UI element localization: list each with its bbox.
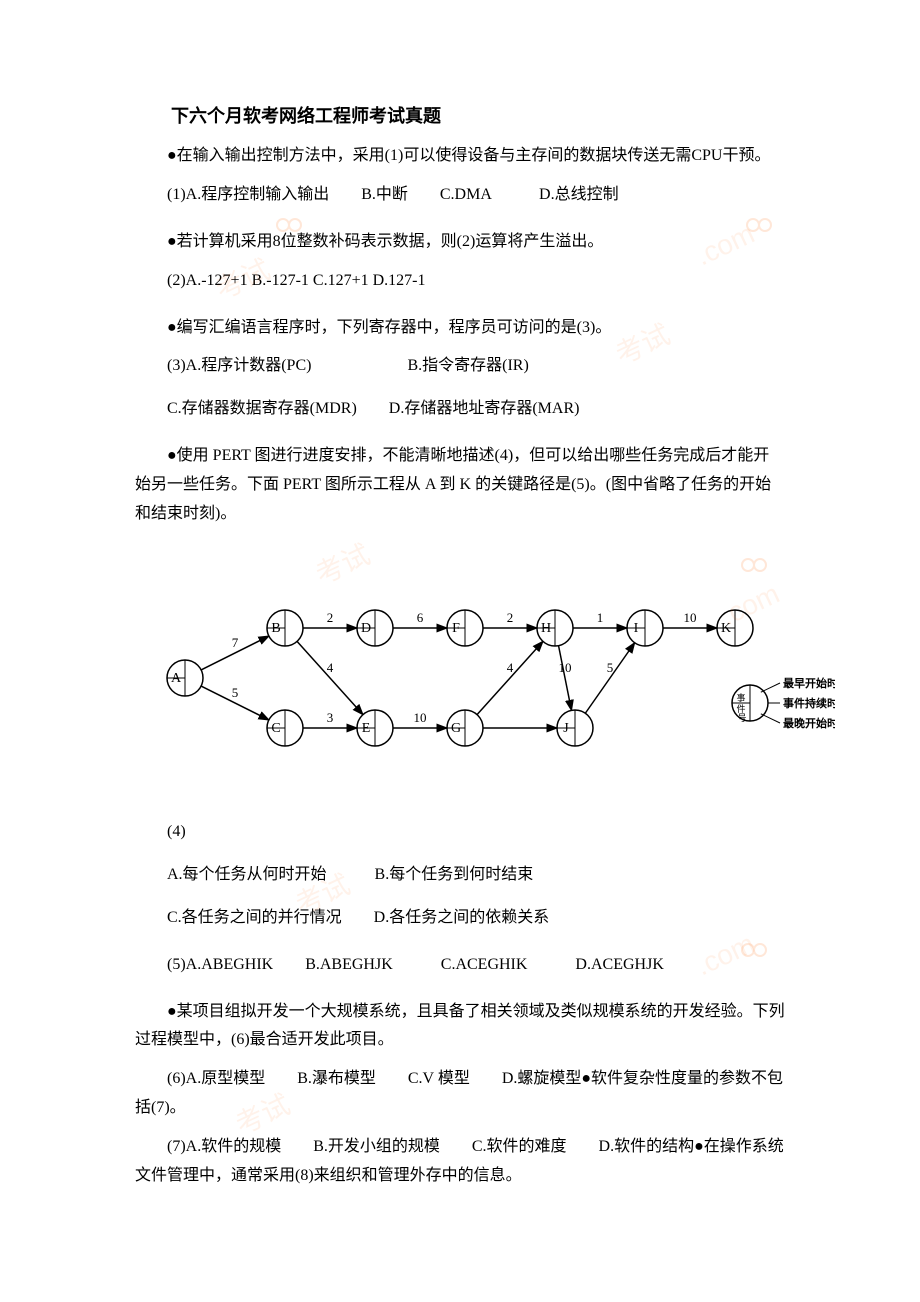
svg-text:4: 4 xyxy=(507,660,514,675)
q4-label: (4) xyxy=(135,818,785,847)
q5-options: (5)A.ABEGHIK B.ABEGHJK C.ACEGHIK D.ACEGH… xyxy=(135,951,785,980)
q3-options-line1: (3)A.程序计数器(PC) B.指令寄存器(IR) xyxy=(135,352,785,381)
svg-text:C: C xyxy=(271,721,280,736)
svg-text:H: H xyxy=(541,621,551,636)
q6-intro: ●某项目组拟开发一个大规模系统，且具备了相关领域及类似规模系统的开发经验。下列过… xyxy=(135,998,785,1056)
svg-text:D: D xyxy=(361,621,371,636)
svg-text:最晚开始时刻: 最晚开始时刻 xyxy=(783,716,835,730)
svg-text:10: 10 xyxy=(684,610,697,625)
q3-intro: ●编写汇编语言程序时，下列寄存器中，程序员可访问的是(3)。 xyxy=(135,314,785,343)
svg-text:B: B xyxy=(271,621,280,636)
svg-text:G: G xyxy=(451,721,461,736)
q3-options-line2: C.存储器数据寄存器(MDR) D.存储器地址寄存器(MAR) xyxy=(135,395,785,424)
svg-text:1: 1 xyxy=(597,610,604,625)
svg-text:事件持续时间: 事件持续时间 xyxy=(783,696,835,710)
page-title: 下六个月软考网络工程师考试真题 xyxy=(135,100,785,132)
svg-text:A: A xyxy=(171,671,182,686)
q2-intro: ●若计算机采用8位整数补码表示数据，则(2)运算将产生溢出。 xyxy=(135,228,785,257)
svg-text:7: 7 xyxy=(232,635,239,650)
svg-text:5: 5 xyxy=(607,660,614,675)
svg-text:2: 2 xyxy=(507,610,514,625)
q4-options-line1: A.每个任务从何时开始 B.每个任务到何时结束 xyxy=(135,861,785,890)
pert-diagram: 7524361024110510ABCDEFGHJIK事件号最早开始时刻事件持续… xyxy=(135,558,835,788)
svg-text:E: E xyxy=(362,721,371,736)
svg-text:事: 事 xyxy=(736,692,745,703)
q7-options: (7)A.软件的规模 B.开发小组的规模 C.软件的难度 D.软件的结构●在操作… xyxy=(135,1133,785,1191)
svg-text:号: 号 xyxy=(737,713,746,723)
svg-text:J: J xyxy=(563,721,569,736)
svg-text:最早开始时刻: 最早开始时刻 xyxy=(783,676,835,690)
svg-text:F: F xyxy=(452,621,460,636)
q1-options: (1)A.程序控制输入输出 B.中断 C.DMA D.总线控制 xyxy=(135,181,785,210)
svg-text:4: 4 xyxy=(327,660,334,675)
q1-intro: ●在输入输出控制方法中，采用(1)可以使得设备与主存间的数据块传送无需CPU干预… xyxy=(135,142,785,171)
q4-intro: ●使用 PERT 图进行进度安排，不能清晰地描述(4)，但可以给出哪些任务完成后… xyxy=(135,442,785,528)
page-wrapper: 下六个月软考网络工程师考试真题 ●在输入输出控制方法中，采用(1)可以使得设备与… xyxy=(135,100,785,1190)
q4-options-line2: C.各任务之间的并行情况 D.各任务之间的依赖关系 xyxy=(135,904,785,933)
q2-options: (2)A.-127+1 B.-127-1 C.127+1 D.127-1 xyxy=(135,267,785,296)
svg-text:I: I xyxy=(634,621,639,636)
q6-options: (6)A.原型模型 B.瀑布模型 C.V 模型 D.螺旋模型●软件复杂性度量的参… xyxy=(135,1065,785,1123)
svg-text:10: 10 xyxy=(559,660,572,675)
svg-text:6: 6 xyxy=(417,610,424,625)
svg-text:5: 5 xyxy=(232,685,239,700)
svg-text:3: 3 xyxy=(327,710,334,725)
svg-text:K: K xyxy=(721,621,731,636)
svg-text:10: 10 xyxy=(414,710,427,725)
svg-text:2: 2 xyxy=(327,610,334,625)
